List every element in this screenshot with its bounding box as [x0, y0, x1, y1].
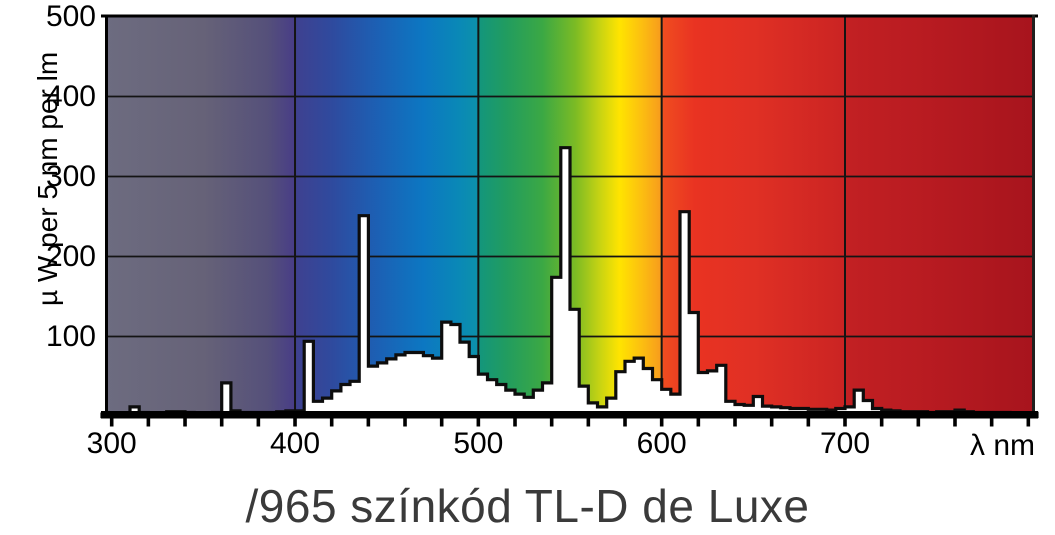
x-axis-tick [769, 418, 774, 427]
x-axis-tick [879, 418, 884, 427]
x-axis-tick [109, 418, 114, 427]
y-tick-label: 300 [45, 159, 96, 193]
x-axis-tick [623, 418, 627, 427]
chart-title: /965 színkód TL-D de Luxe [245, 480, 810, 532]
x-axis-tick [1026, 418, 1031, 427]
x-axis-tick [476, 418, 481, 427]
y-tick-label: 200 [45, 239, 96, 273]
x-axis-tick [696, 418, 701, 427]
x-axis-tick [146, 418, 151, 427]
x-axis-tick [953, 418, 957, 427]
x-tick-label: 300 [86, 427, 137, 460]
x-axis-tick [219, 418, 224, 427]
y-tick-label: 100 [45, 319, 96, 353]
x-tick-label: 600 [636, 427, 687, 460]
x-axis-tick [586, 418, 591, 427]
x-axis-tick [733, 418, 737, 427]
x-tick-label: 500 [453, 427, 504, 460]
y-tick-label: 400 [45, 79, 96, 113]
x-tick-label: 700 [819, 427, 871, 460]
x-axis-tick [293, 418, 297, 427]
x-axis-tick [659, 418, 664, 427]
x-axis-unit-label: λ nm [969, 429, 1035, 462]
x-axis-tick [989, 418, 994, 427]
x-axis-tick [256, 418, 261, 427]
x-axis-tick [183, 418, 187, 427]
x-axis-tick [549, 418, 554, 427]
x-tick-label: 400 [269, 427, 321, 460]
x-axis-tick [439, 418, 444, 427]
x-axis-tick [403, 418, 407, 427]
x-axis-tick [513, 418, 517, 427]
x-axis-line [101, 411, 1038, 419]
x-axis-tick [366, 418, 371, 427]
y-tick-label: 500 [45, 0, 96, 33]
x-axis-tick [916, 418, 921, 427]
x-axis-tick [329, 418, 334, 427]
x-axis-tick [806, 418, 811, 427]
x-axis-tick [843, 418, 847, 427]
